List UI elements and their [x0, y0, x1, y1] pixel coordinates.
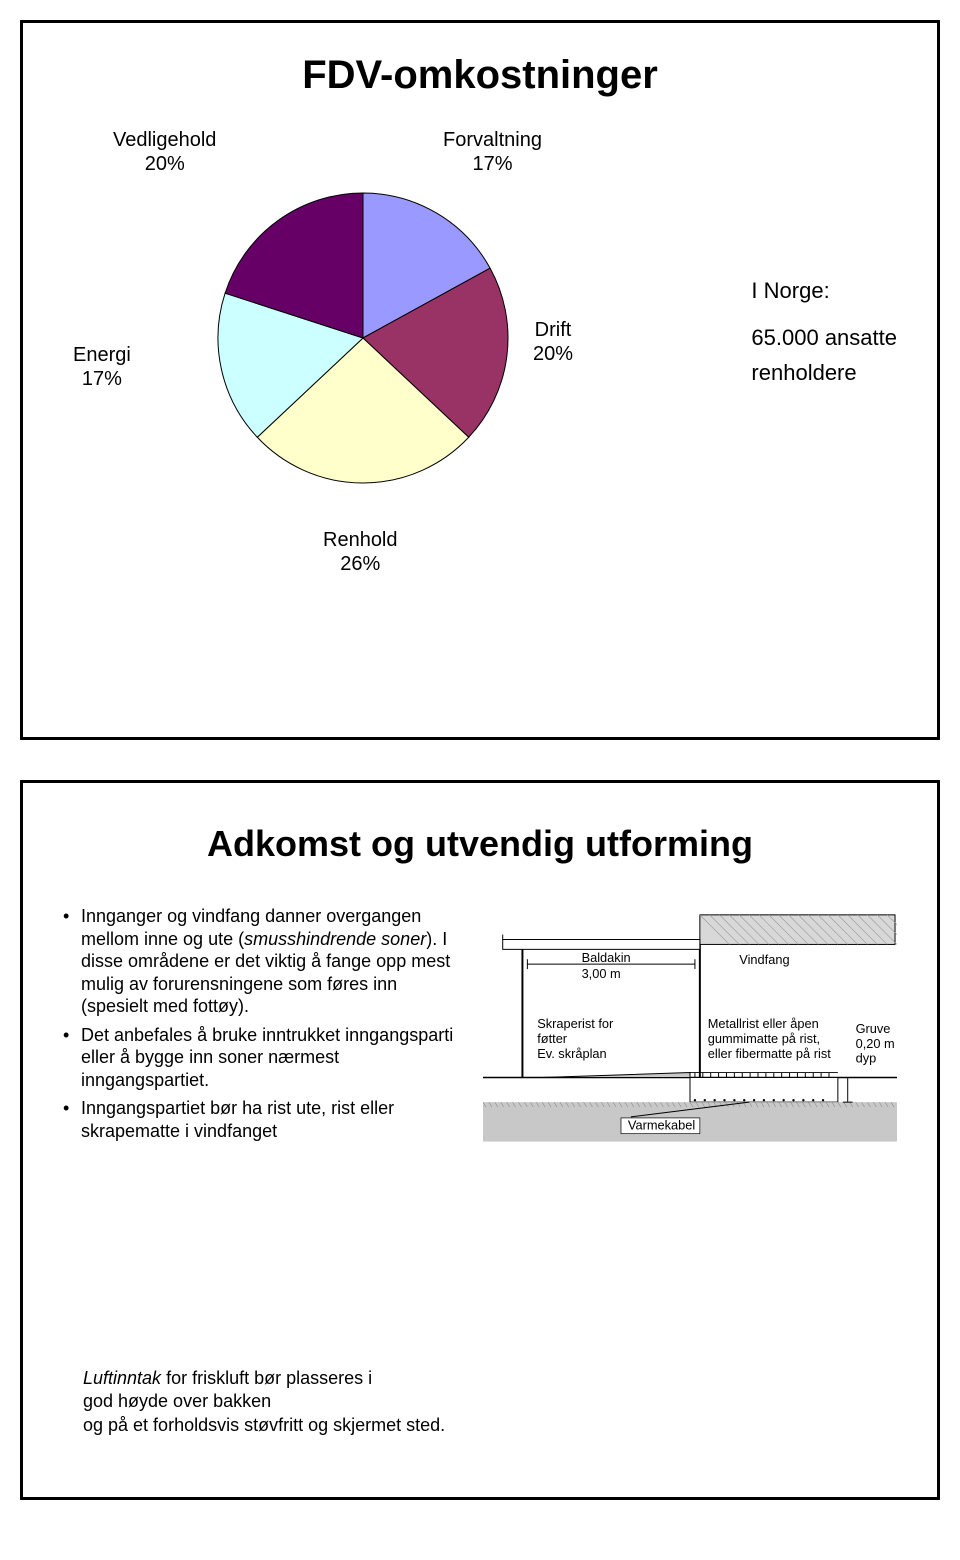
pie-label-renhold: Renhold 26% — [323, 528, 398, 576]
pie-label-drift: Drift 20% — [533, 318, 573, 366]
svg-text:Ev. skråplan: Ev. skråplan — [537, 1046, 606, 1061]
pie-label-forvaltning: Forvaltning 17% — [443, 128, 542, 176]
entrance-diagram: Baldakin3,00 m Vindfang Skraperist forføtt… — [483, 905, 897, 1166]
bullet-2: Det anbefales å bruke inntrukket inngang… — [63, 1024, 463, 1092]
slide-fdv: FDV-omkostninger Forvaltning 17% Drift 2… — [20, 20, 940, 740]
side-line3: renholdere — [751, 355, 897, 390]
side-line1: I Norge: — [751, 273, 897, 308]
slide2-title: Adkomst og utvendig utforming — [63, 823, 897, 865]
svg-text:Metallrist eller åpen: Metallrist eller åpen — [708, 1016, 819, 1031]
svg-text:0,20 m: 0,20 m — [856, 1036, 895, 1051]
svg-text:eller fibermatte på rist: eller fibermatte på rist — [708, 1046, 831, 1061]
svg-text:Gruve: Gruve — [856, 1021, 891, 1036]
side-line2: 65.000 ansatte — [751, 320, 897, 355]
side-text: I Norge: 65.000 ansatte renholdere — [751, 273, 897, 391]
pie-label-energi: Energi 17% — [73, 343, 131, 391]
pie-label-vedligehold: Vedligehold 20% — [113, 128, 216, 176]
bullet-list: Innganger og vindfang danner overgangen … — [63, 905, 463, 1166]
slide-title: FDV-omkostninger — [63, 53, 897, 98]
bullet-1: Innganger og vindfang danner overgangen … — [63, 905, 463, 1018]
svg-text:Vindfang: Vindfang — [739, 952, 789, 967]
svg-text:Baldakin: Baldakin — [582, 950, 631, 965]
svg-text:Skraperist for: Skraperist for — [537, 1016, 614, 1031]
svg-text:gummimatte på rist,: gummimatte på rist, — [708, 1031, 820, 1046]
svg-text:føtter: føtter — [537, 1031, 568, 1046]
pie-svg — [213, 188, 513, 488]
footnote: Luftinntak for friskluft bør plasseres i… — [83, 1367, 483, 1437]
bullet-3: Inngangspartiet bør ha rist ute, rist el… — [63, 1097, 463, 1142]
svg-text:3,00 m: 3,00 m — [582, 966, 621, 981]
svg-text:dyp: dyp — [856, 1051, 877, 1066]
slide-adkomst: Adkomst og utvendig utforming Innganger … — [20, 780, 940, 1500]
svg-text:Varmekabel: Varmekabel — [628, 1118, 695, 1133]
